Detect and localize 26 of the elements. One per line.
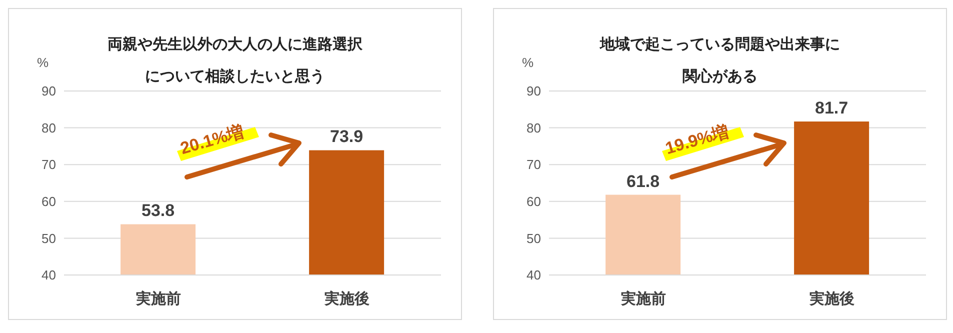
data-label: 73.9 xyxy=(330,127,364,146)
data-label: 61.8 xyxy=(626,172,660,191)
y-tick-label: 90 xyxy=(526,84,541,99)
y-axis-title: % xyxy=(37,55,49,70)
y-tick-label: 80 xyxy=(42,120,56,136)
y-axis-title: % xyxy=(522,55,534,70)
y-tick-label: 70 xyxy=(42,157,56,172)
y-tick-label: 80 xyxy=(526,120,541,136)
y-tick-label: 50 xyxy=(526,230,541,246)
annotation: 20.1%増 xyxy=(178,120,247,160)
x-tick-label: 実施後 xyxy=(808,290,854,308)
y-tick-label: 60 xyxy=(42,194,56,210)
data-label: 53.8 xyxy=(142,201,175,220)
y-tick-label: 40 xyxy=(42,268,56,283)
x-tick-label: 実施前 xyxy=(134,290,181,308)
annotation: 19.9%増 xyxy=(662,120,732,160)
data-label: 81.7 xyxy=(815,98,848,118)
y-tick-label: 90 xyxy=(42,84,56,99)
y-tick-label: 70 xyxy=(526,157,541,172)
y-tick-label: 60 xyxy=(526,194,541,210)
chart-title: 両親や先生以外の大人の人に進路選択について相談したいと思う xyxy=(106,35,364,87)
y-tick-label: 50 xyxy=(42,230,56,246)
y-tick-label: 40 xyxy=(526,268,541,283)
x-tick-label: 実施後 xyxy=(323,290,370,308)
chart-title: 地域で起こっている問題や出来事に関心がある xyxy=(598,35,841,87)
x-tick-label: 実施前 xyxy=(620,290,666,308)
